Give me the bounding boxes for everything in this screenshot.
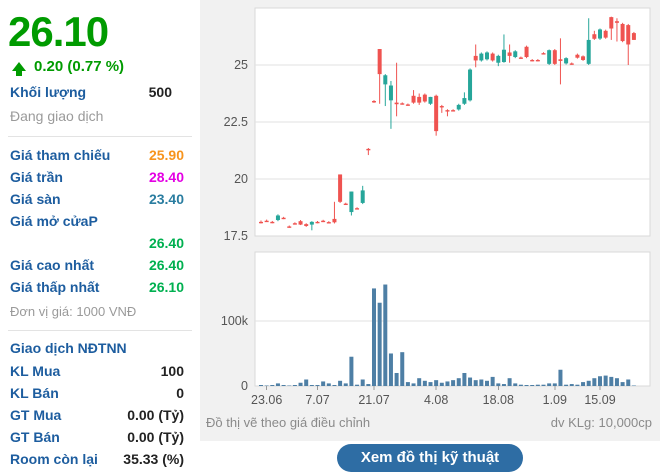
quote-row-label: KL Bán	[10, 385, 59, 401]
quote-row: Giá thấp nhất 26.10	[0, 276, 200, 298]
quote-row-value: 26.10	[148, 279, 184, 295]
up-arrow-icon	[12, 62, 26, 76]
quote-row: 26.40	[0, 232, 200, 254]
svg-text:18.08: 18.08	[483, 393, 514, 407]
quote-row-value: 0	[176, 385, 184, 401]
svg-text:25: 25	[234, 58, 248, 72]
quote-row-label: KL Mua	[10, 363, 61, 379]
volume-unit-note: dv KLg: 10,000cp	[550, 415, 652, 430]
quote-row: Giá mở cửaP	[0, 210, 200, 232]
quote-row-value: 35.33 (%)	[123, 451, 184, 467]
quote-row-label: Giá sàn	[10, 191, 61, 207]
button-strip: Xem đồ thị kỹ thuật	[200, 441, 660, 474]
quote-row: GT Bán 0.00 (Tỷ)	[0, 426, 200, 448]
quote-row: KL Mua 100	[0, 360, 200, 382]
svg-text:20: 20	[234, 172, 248, 186]
chart-footer: Đồ thị vẽ theo giá điều chỉnh dv KLg: 10…	[200, 415, 660, 430]
quote-row: Giá tham chiếu 25.90	[0, 144, 200, 166]
svg-text:7.07: 7.07	[305, 393, 329, 407]
svg-text:21.07: 21.07	[358, 393, 389, 407]
volume-row: Khối lượng 500	[0, 81, 200, 103]
quote-row-label: Giá thấp nhất	[10, 279, 100, 295]
svg-text:4.08: 4.08	[424, 393, 448, 407]
quote-row: Giá cao nhất 26.40	[0, 254, 200, 276]
trading-status: Đang giao dịch	[10, 108, 104, 124]
svg-text:0: 0	[241, 379, 248, 393]
svg-text:15.09: 15.09	[584, 393, 615, 407]
foreign-trading-header: Giao dịch NĐTNN	[10, 340, 127, 356]
svg-text:100k: 100k	[221, 314, 249, 328]
price-change: 0.20 (0.77 %)	[34, 58, 125, 75]
adjusted-price-note: Đồ thị vẽ theo giá điều chỉnh	[206, 415, 371, 430]
svg-text:23.06: 23.06	[251, 393, 282, 407]
divider	[8, 330, 192, 331]
quote-row: Room còn lại 35.33 (%)	[0, 448, 200, 470]
quote-row-label: Giá cao nhất	[10, 257, 95, 273]
quote-row-label: Giá mở cửaP	[10, 213, 98, 229]
svg-text:1.09: 1.09	[543, 393, 567, 407]
quote-row-value: 0.00 (Tỷ)	[127, 407, 184, 423]
open-price-marker: P	[88, 213, 98, 229]
foreign-trading-list: KL Mua 100 KL Bán 0 GT Mua 0.00 (Tỷ) GT Bán 0.0…	[0, 360, 200, 470]
quote-row-label: Giá trần	[10, 169, 63, 185]
svg-text:22.5: 22.5	[224, 115, 248, 129]
quote-row-value: 26.40	[148, 235, 184, 251]
chart-region: 25 22.5 20 17.5 100k 0 23.06 7.07 21.07 4.08 18.08…	[200, 0, 660, 474]
price-info-list: Giá tham chiếu 25.90 Giá trần 28.40 Giá sàn 2…	[0, 144, 200, 298]
quote-row-value: 23.40	[148, 191, 184, 207]
quote-row-label: Room còn lại	[10, 451, 98, 467]
quote-row-value: 0.00 (Tỷ)	[127, 429, 184, 445]
price-unit-note: Đơn vị giá: 1000 VNĐ	[10, 304, 137, 319]
quote-row-label: GT Bán	[10, 429, 60, 445]
svg-text:17.5: 17.5	[224, 229, 248, 243]
quote-row-value: 26.40	[148, 257, 184, 273]
last-price: 26.10	[8, 8, 109, 55]
quote-row-value: 28.40	[148, 169, 184, 185]
quote-row: Giá sàn 23.40	[0, 188, 200, 210]
volume-value: 500	[148, 84, 172, 100]
quote-row: Giá trần 28.40	[0, 166, 200, 188]
stock-chart: 25 22.5 20 17.5 100k 023.06 7.07 21.07 4.08 18.08…	[221, 7, 651, 407]
candlestick-series	[259, 16, 636, 231]
technical-chart-button[interactable]: Xem đồ thị kỹ thuật	[336, 444, 524, 472]
price-change-row: 0.20 (0.77 %)	[0, 58, 200, 76]
quote-row: GT Mua 0.00 (Tỷ)	[0, 404, 200, 426]
volume-label: Khối lượng	[10, 84, 87, 100]
quote-row-value: 25.90	[148, 147, 184, 163]
quote-row-label: GT Mua	[10, 407, 62, 423]
quote-row-value: 100	[160, 363, 184, 379]
volume-series	[259, 284, 636, 386]
divider	[8, 136, 192, 137]
quote-row-label: Giá tham chiếu	[10, 147, 111, 163]
quote-panel: 26.10 0.20 (0.77 %) Khối lượng 500 Đang …	[0, 0, 200, 474]
quote-row: KL Bán 0	[0, 382, 200, 404]
